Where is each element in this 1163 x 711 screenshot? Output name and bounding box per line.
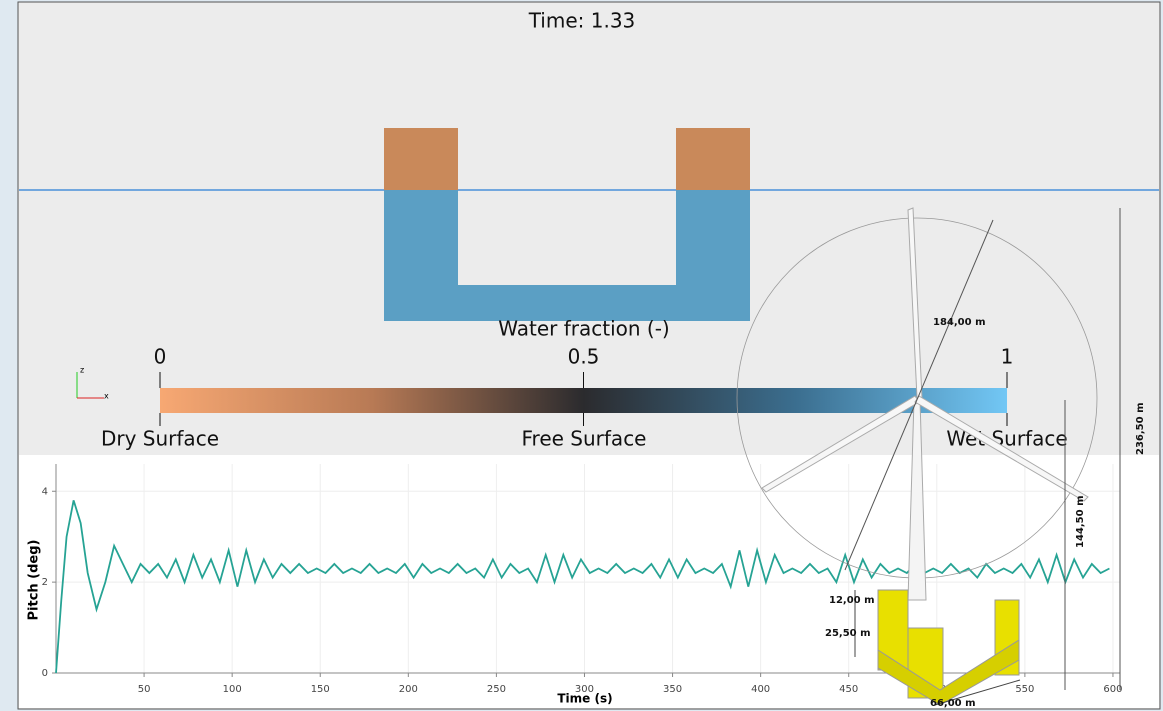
time-label: Time: 1.33: [528, 9, 636, 33]
x-tick-label: 350: [663, 684, 682, 695]
x-tick-label: 400: [751, 684, 770, 695]
x-tick-label: 450: [839, 684, 858, 695]
x-tick-label: 300: [575, 684, 594, 695]
wind-turbine: 184,00 m 236,50 m 144,50 m 12,00 m 25,50 m 66…: [736, 207, 1146, 709]
x-tick-label: 600: [1103, 684, 1122, 695]
y-tick-label: 0: [42, 668, 48, 679]
dimension-label: 25,50 m: [825, 628, 871, 639]
colorbar-tick-label: 0: [154, 345, 167, 369]
chart: Pitch (deg) Time (s) 50 100 150 200 250 300 35…: [27, 464, 1123, 706]
dimension-label: 12,00 m: [829, 595, 875, 606]
x-tick-label: 100: [223, 684, 242, 695]
x-tick-label: 200: [399, 684, 418, 695]
dimension-label: 144,50 m: [1075, 496, 1086, 549]
colorbar-title: Water fraction (-): [498, 317, 669, 341]
svg-text:z: z: [80, 366, 84, 375]
y-tick-label: 2: [42, 577, 48, 588]
plot-panel: [19, 455, 1159, 708]
svg-text:x: x: [104, 392, 109, 401]
x-tick-label: 150: [311, 684, 330, 695]
dimension-label: 236,50 m: [1135, 403, 1146, 456]
floater: [384, 128, 750, 321]
pitch-line: [55, 500, 1110, 674]
colorbar-label: Dry Surface: [101, 427, 219, 451]
colorbar-tick-label: 1: [1001, 345, 1014, 369]
dimension-label: 184,00 m: [933, 317, 986, 328]
y-tick-label: 4: [42, 486, 48, 497]
y-axis-label: Pitch (deg): [27, 540, 42, 621]
x-tick-label: 50: [138, 684, 151, 695]
colorbar: [160, 388, 1007, 413]
axes-triad: zx: [76, 366, 109, 401]
x-tick-label: 550: [1015, 684, 1034, 695]
dimension-label: 66,00 m: [930, 698, 976, 709]
x-axis-label: Time (s): [557, 692, 612, 706]
colorbar-tick-label: 0.5: [568, 345, 600, 369]
colorbar-label: Free Surface: [522, 427, 647, 451]
x-tick-label: 250: [487, 684, 506, 695]
